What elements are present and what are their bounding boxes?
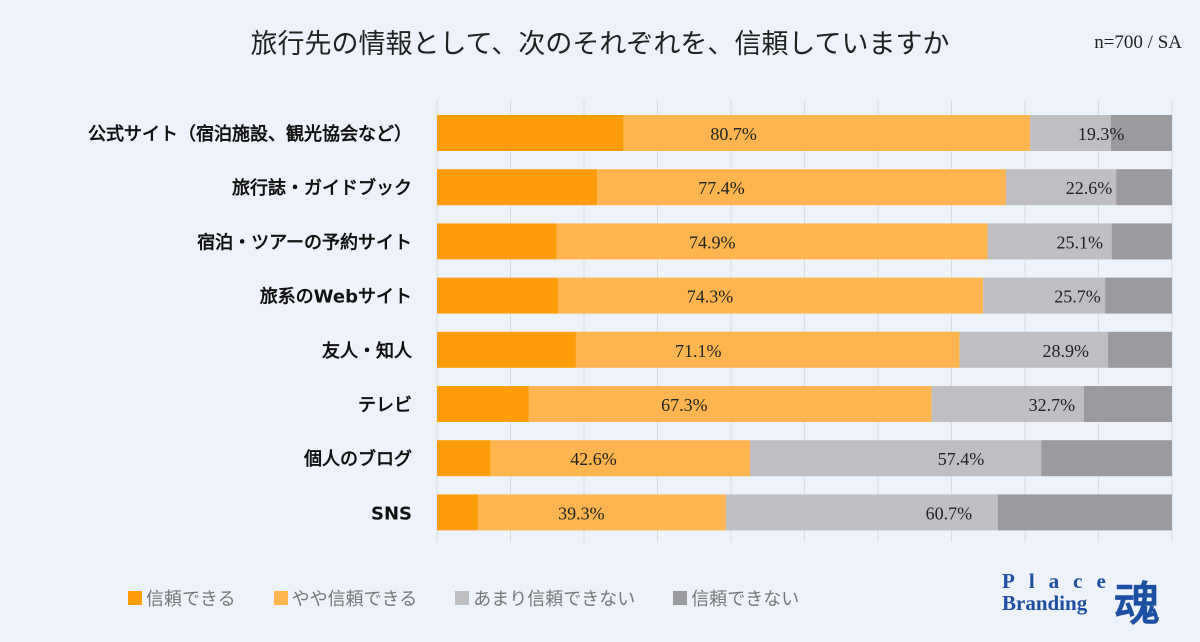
data-label-distrust: 32.7%	[1029, 395, 1076, 415]
legend-swatch	[673, 591, 688, 605]
data-label-distrust: 60.7%	[926, 503, 973, 523]
bar-segment	[983, 277, 1106, 314]
data-label-distrust: 57.4%	[938, 449, 985, 469]
legend-item: 信頼できる	[128, 585, 236, 611]
bar-segment	[931, 386, 1084, 422]
bar-segment	[490, 440, 751, 477]
bar-segment	[1116, 169, 1172, 206]
legend-label: あまり信頼できない	[473, 589, 636, 610]
category-label: テレビ	[358, 395, 412, 416]
legend-swatch	[273, 591, 288, 605]
data-label-trust: 42.6%	[570, 449, 617, 469]
category-label: 公式サイト（宿泊施設、観光協会など）	[88, 123, 412, 145]
bar-segment	[437, 169, 598, 206]
data-label-trust: 74.9%	[689, 232, 736, 252]
bar-segment	[437, 115, 624, 151]
bar-segment	[1041, 440, 1172, 477]
bar-segment	[997, 494, 1172, 531]
category-label: 個人のブログ	[303, 448, 412, 470]
data-label-trust: 77.4%	[698, 178, 745, 198]
bar-segment	[725, 494, 998, 531]
bar-segment	[437, 331, 576, 368]
bar-segment	[437, 440, 491, 477]
data-label-distrust: 28.9%	[1043, 341, 1090, 361]
bar-segment	[1083, 386, 1172, 422]
bar-segment	[437, 494, 479, 531]
legend-item: 信頼できない	[673, 585, 799, 611]
legend-label: 信頼できる	[146, 589, 236, 610]
legend-swatch	[455, 591, 470, 605]
category-label: 旅系のWebサイト	[260, 286, 412, 308]
bar-segment	[1110, 115, 1172, 151]
bar-segment	[1030, 115, 1111, 151]
data-label-distrust: 19.3%	[1078, 124, 1125, 144]
data-label-trust: 74.3%	[687, 287, 734, 307]
data-label-distrust: 25.1%	[1057, 232, 1104, 252]
bar-segment	[437, 386, 529, 422]
logo-line2: Branding	[1002, 591, 1088, 615]
legend-label: 信頼できない	[691, 589, 800, 610]
category-label: 宿泊・ツアーの予約サイト	[197, 231, 412, 253]
category-label: SNS	[371, 503, 412, 524]
data-label-distrust: 22.6%	[1066, 178, 1113, 198]
legend-item: あまり信頼できない	[455, 585, 635, 611]
legend-item: やや信頼できる	[273, 585, 418, 611]
bar-segment	[959, 331, 1109, 368]
bar-segment	[597, 169, 1006, 206]
chart-title: 旅行先の情報として、次のそれぞれを、信頼していますか	[250, 29, 950, 60]
bar-segment	[575, 331, 960, 368]
data-label-trust: 71.1%	[675, 341, 722, 361]
bar-segment	[987, 223, 1112, 260]
data-label-trust: 67.3%	[661, 395, 708, 415]
category-label: 友人・知人	[322, 340, 413, 362]
data-label-trust: 39.3%	[558, 503, 605, 523]
bar-segment	[1005, 169, 1117, 206]
bar-segment	[623, 115, 1031, 151]
logo-line1: Place	[1002, 569, 1120, 593]
bar-segment	[1111, 223, 1172, 260]
category-label: 旅行誌・ガイドブック	[232, 177, 412, 199]
data-label-distrust: 25.7%	[1054, 287, 1101, 307]
bar-segment	[528, 386, 932, 422]
bar-segment	[556, 223, 988, 260]
bar-segment	[437, 277, 559, 314]
data-label-trust: 80.7%	[710, 124, 757, 144]
bar-segment	[437, 223, 557, 260]
legend-label: やや信頼できる	[291, 589, 418, 610]
bar-segment	[1108, 331, 1172, 368]
logo-kanji: 魂	[1114, 577, 1160, 631]
bar-segment	[558, 277, 984, 314]
bar-segment	[478, 494, 726, 531]
legend: 信頼できる やや信頼できる あまり信頼できない 信頼できない	[128, 585, 799, 611]
bar-segment	[1105, 277, 1172, 314]
place-branding-logo: Place Branding 魂	[1002, 569, 1160, 631]
legend-swatch	[128, 591, 142, 605]
bar-segment	[750, 440, 1042, 477]
sample-note: n=700 / SA	[1094, 32, 1182, 53]
